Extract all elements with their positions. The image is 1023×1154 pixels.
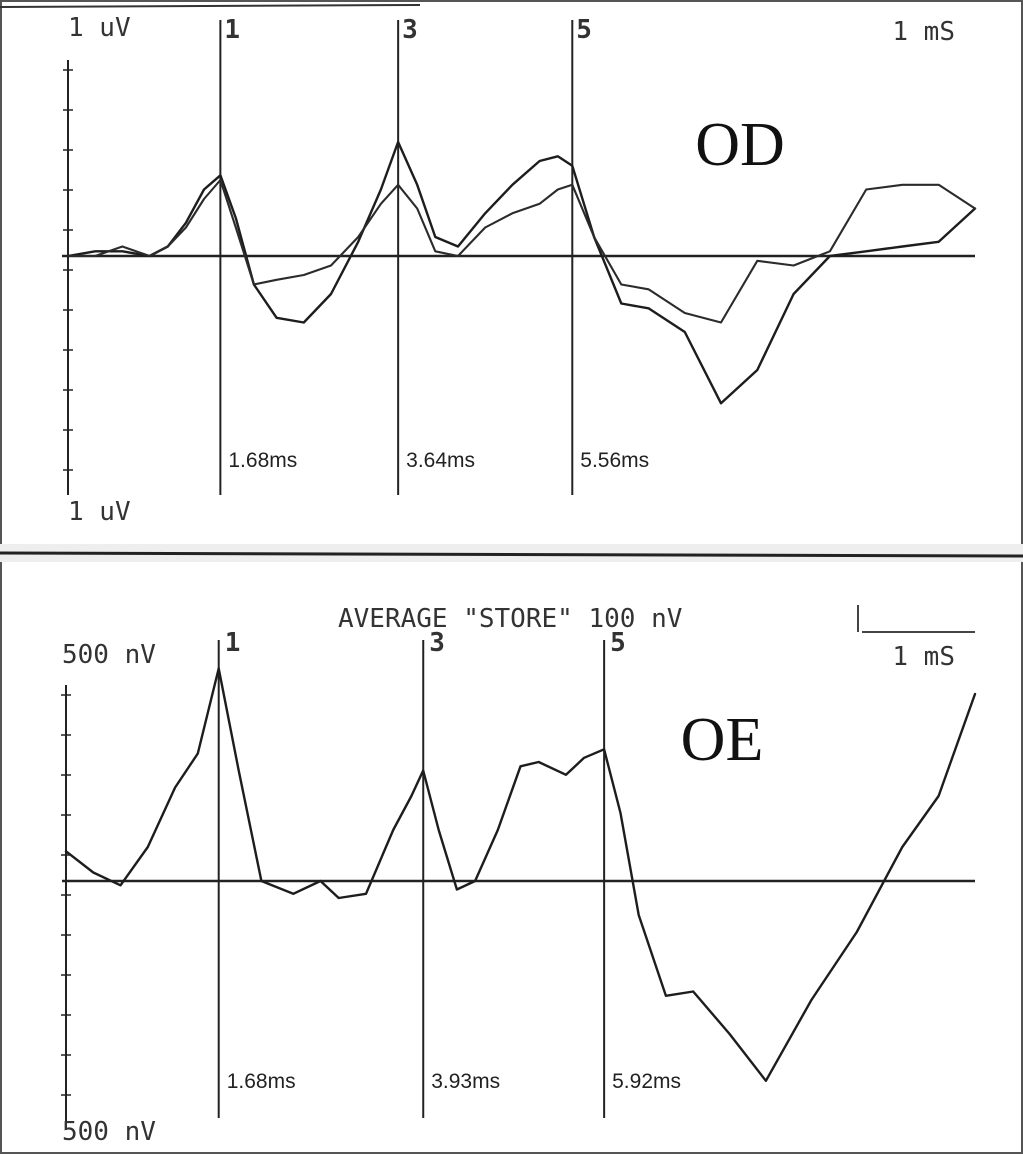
od-time-scale-label: 1 mS bbox=[892, 17, 955, 47]
oe-wave-label-3: 3 bbox=[429, 628, 445, 658]
oe-waveform-trace-1 bbox=[64, 667, 977, 1082]
od-peak-markers bbox=[219, 20, 574, 495]
od-latency-label-3: 3.64ms bbox=[406, 449, 475, 472]
od-waveform-trace-2 bbox=[66, 178, 977, 324]
panel-separator-line bbox=[0, 551, 1023, 558]
oe-wave-label-5: 5 bbox=[610, 628, 626, 658]
od-wave-label-1: 1 bbox=[224, 15, 240, 45]
od-wave-label-5: 5 bbox=[576, 15, 592, 45]
oe-peak-markers bbox=[217, 640, 606, 1118]
oe-latency-label-5: 5.92ms bbox=[612, 1070, 681, 1093]
oe-time-scale-label: 1 mS bbox=[892, 642, 955, 672]
oe-ear-label: OE bbox=[681, 706, 764, 774]
od-top-scale-label: 1 uV bbox=[68, 13, 131, 43]
od-latency-label-5: 5.56ms bbox=[580, 449, 649, 472]
oe-top-scale-label: 500 nV bbox=[62, 640, 156, 670]
oe-latency-label-3: 3.93ms bbox=[431, 1070, 500, 1093]
od-bottom-scale-label: 1 uV bbox=[68, 497, 131, 527]
od-latency-label-1: 1.68ms bbox=[228, 449, 297, 472]
od-traces bbox=[66, 140, 977, 405]
top-edge-line bbox=[0, 4, 421, 8]
oe-wave-label-1: 1 bbox=[225, 628, 241, 658]
oe-latency-label-1: 1.68ms bbox=[227, 1070, 296, 1093]
od-y-axis-ticks bbox=[63, 69, 73, 471]
od-wave-label-3: 3 bbox=[402, 15, 418, 45]
chart-panel-od: 1 uV 1 uV 1 mS OD 1 1.68ms 3 3.64ms 5 5.56ms bbox=[62, 13, 977, 527]
oe-bottom-scale-label: 500 nV bbox=[62, 1117, 156, 1147]
od-ear-label: OD bbox=[695, 111, 785, 179]
chart-panel-oe: AVERAGE "STORE" 100 nV 500 nV 500 nV 1 m… bbox=[61, 604, 977, 1147]
oe-header-label: AVERAGE "STORE" 100 nV bbox=[338, 604, 682, 634]
od-peak-labels: 1 1.68ms 3 3.64ms 5 5.56ms bbox=[224, 15, 649, 472]
od-waveform-trace-1 bbox=[66, 140, 977, 405]
oe-peak-labels: 1 1.68ms 3 3.93ms 5 5.92ms bbox=[225, 628, 681, 1093]
oe-traces bbox=[64, 667, 977, 1082]
